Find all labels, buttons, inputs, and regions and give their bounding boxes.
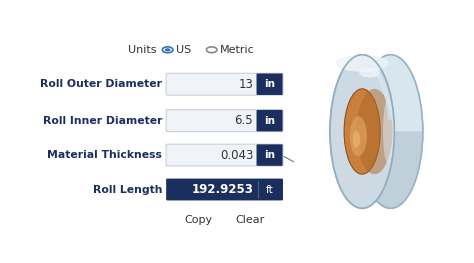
Text: Material Thickness: Material Thickness (47, 150, 162, 160)
Ellipse shape (336, 55, 389, 72)
Text: US: US (176, 45, 191, 55)
Text: in: in (264, 150, 275, 160)
FancyBboxPatch shape (256, 73, 283, 95)
Polygon shape (330, 55, 423, 132)
Ellipse shape (383, 98, 394, 165)
FancyBboxPatch shape (166, 179, 283, 200)
Text: 192.9253: 192.9253 (191, 183, 253, 196)
Ellipse shape (359, 68, 380, 78)
Circle shape (165, 48, 171, 51)
Text: Roll Length: Roll Length (92, 185, 162, 195)
Ellipse shape (350, 116, 367, 156)
Text: Clear: Clear (236, 215, 265, 225)
Text: in: in (264, 79, 275, 89)
Text: 6.5: 6.5 (235, 114, 253, 127)
FancyBboxPatch shape (166, 144, 283, 166)
Ellipse shape (356, 89, 392, 174)
Text: ft: ft (266, 185, 273, 195)
Ellipse shape (344, 89, 380, 174)
Ellipse shape (358, 55, 423, 208)
FancyBboxPatch shape (166, 73, 283, 95)
Ellipse shape (330, 55, 394, 208)
Text: Copy: Copy (185, 215, 213, 225)
Ellipse shape (353, 130, 360, 148)
Text: in: in (264, 116, 275, 126)
Text: 0.043: 0.043 (220, 149, 253, 161)
Text: Units: Units (128, 45, 156, 55)
FancyBboxPatch shape (256, 110, 283, 132)
Text: 13: 13 (238, 78, 253, 91)
Text: Metric: Metric (220, 45, 255, 55)
Text: Roll Outer Diameter: Roll Outer Diameter (40, 79, 162, 89)
Polygon shape (330, 132, 423, 208)
FancyBboxPatch shape (256, 144, 283, 166)
FancyBboxPatch shape (166, 110, 283, 132)
Text: Roll Inner Diameter: Roll Inner Diameter (43, 116, 162, 126)
